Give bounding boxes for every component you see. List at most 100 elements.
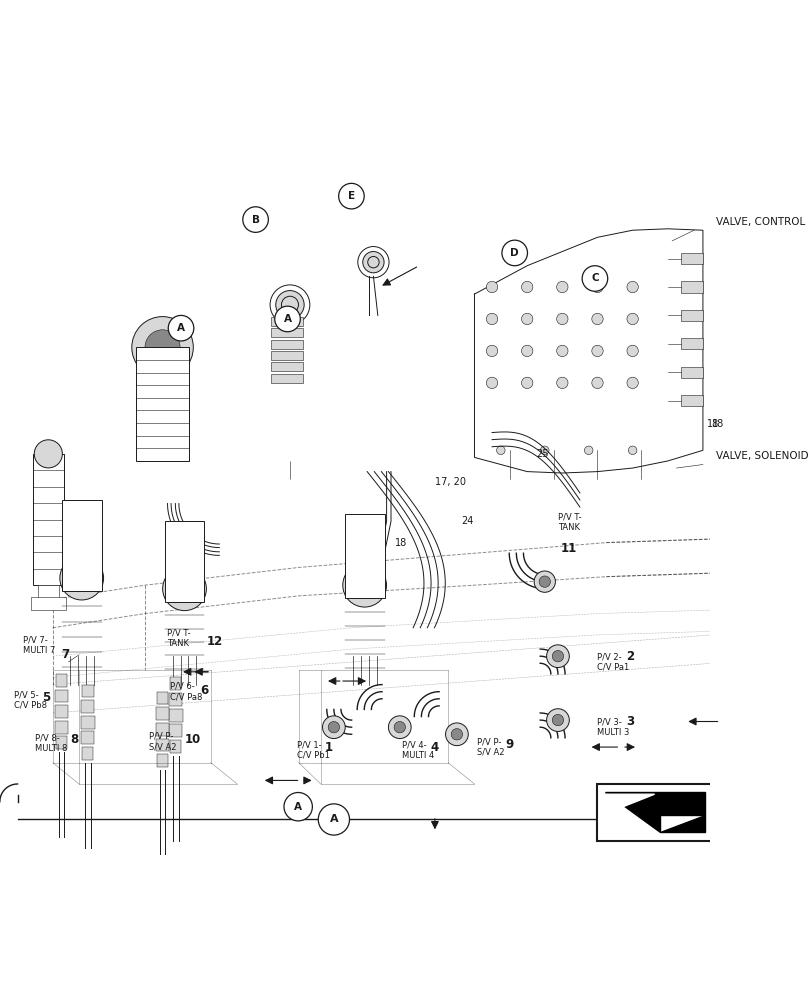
Text: P/V 4-
MULTI 4: P/V 4- MULTI 4 xyxy=(402,740,434,760)
Circle shape xyxy=(284,792,313,821)
Text: 17, 20: 17, 20 xyxy=(435,477,466,487)
Bar xyxy=(170,740,181,753)
Circle shape xyxy=(353,573,377,597)
Text: P/V 8-
MULTI 8: P/V 8- MULTI 8 xyxy=(35,733,68,753)
Bar xyxy=(137,347,189,461)
Circle shape xyxy=(539,576,550,587)
Circle shape xyxy=(552,651,564,662)
Text: P/V 1-
C/V Pb1: P/V 1- C/V Pb1 xyxy=(297,740,330,760)
Text: P/V 5-
C/V Pb8: P/V 5- C/V Pb8 xyxy=(14,691,47,710)
Circle shape xyxy=(591,281,603,293)
Circle shape xyxy=(318,804,350,835)
Circle shape xyxy=(584,446,593,455)
Bar xyxy=(597,784,712,841)
Circle shape xyxy=(521,345,532,357)
Circle shape xyxy=(627,345,638,357)
Text: 12: 12 xyxy=(207,635,223,648)
Circle shape xyxy=(270,285,309,325)
Circle shape xyxy=(627,281,638,293)
Bar xyxy=(56,736,67,749)
Bar xyxy=(82,700,95,713)
Text: 10: 10 xyxy=(184,733,200,746)
Circle shape xyxy=(627,313,638,325)
Text: A: A xyxy=(294,802,302,812)
Circle shape xyxy=(242,207,268,232)
Bar xyxy=(157,692,168,704)
Text: P/V T-
TANK: P/V T- TANK xyxy=(167,629,191,648)
Text: P/V 6-
C/V Pa8: P/V 6- C/V Pa8 xyxy=(170,682,203,701)
Circle shape xyxy=(275,306,301,332)
Text: 11: 11 xyxy=(561,542,577,555)
Bar xyxy=(55,690,68,702)
Text: P/V P-
S/V A2: P/V P- S/V A2 xyxy=(477,737,505,757)
Circle shape xyxy=(629,446,637,455)
Text: 5: 5 xyxy=(42,691,50,704)
Bar xyxy=(82,731,95,744)
Circle shape xyxy=(541,446,549,455)
Text: C: C xyxy=(591,273,599,283)
Circle shape xyxy=(502,240,528,266)
Text: P/V 2-
C/V Pa1: P/V 2- C/V Pa1 xyxy=(597,652,629,672)
Bar xyxy=(56,674,67,687)
Bar xyxy=(156,707,169,720)
Circle shape xyxy=(521,281,532,293)
Circle shape xyxy=(322,716,345,739)
Circle shape xyxy=(145,330,180,365)
Bar xyxy=(82,747,94,760)
Circle shape xyxy=(552,714,564,726)
Bar xyxy=(681,367,703,378)
Text: 1: 1 xyxy=(325,741,333,754)
Circle shape xyxy=(486,345,498,357)
Text: P/V P-
S/V A2: P/V P- S/V A2 xyxy=(149,732,177,751)
Circle shape xyxy=(343,563,386,607)
Circle shape xyxy=(557,313,568,325)
Bar xyxy=(681,281,703,293)
Circle shape xyxy=(281,296,298,313)
Text: A: A xyxy=(330,814,339,824)
Circle shape xyxy=(451,729,462,740)
Circle shape xyxy=(389,716,411,739)
Text: VALVE, CONTROL: VALVE, CONTROL xyxy=(716,217,806,227)
Bar xyxy=(55,705,69,718)
Polygon shape xyxy=(604,792,705,832)
Text: A: A xyxy=(177,323,185,333)
Circle shape xyxy=(497,446,505,455)
Circle shape xyxy=(546,645,570,668)
Text: 25: 25 xyxy=(536,449,549,459)
Bar xyxy=(68,574,95,584)
Circle shape xyxy=(546,709,570,731)
Bar xyxy=(156,739,169,751)
Circle shape xyxy=(339,183,364,209)
Circle shape xyxy=(394,722,406,733)
Text: 18: 18 xyxy=(707,419,720,429)
Bar xyxy=(81,716,95,729)
Bar xyxy=(271,340,303,349)
Text: 3: 3 xyxy=(626,715,634,728)
Bar xyxy=(345,514,385,598)
Circle shape xyxy=(132,317,193,378)
Text: 24: 24 xyxy=(461,516,473,526)
Circle shape xyxy=(276,291,304,319)
Circle shape xyxy=(486,281,498,293)
Bar xyxy=(170,677,182,690)
Circle shape xyxy=(557,281,568,293)
Circle shape xyxy=(521,377,532,389)
Circle shape xyxy=(328,722,339,733)
Text: 7: 7 xyxy=(61,648,69,661)
Text: 8: 8 xyxy=(70,733,78,746)
Circle shape xyxy=(486,313,498,325)
Bar xyxy=(271,317,303,326)
Text: 18: 18 xyxy=(395,538,408,548)
Circle shape xyxy=(582,266,608,291)
Bar xyxy=(681,338,703,349)
Bar xyxy=(32,454,64,585)
Text: P/V T-
TANK: P/V T- TANK xyxy=(558,513,582,532)
Bar xyxy=(170,585,199,595)
Polygon shape xyxy=(660,815,705,832)
Bar xyxy=(169,709,183,722)
Circle shape xyxy=(591,377,603,389)
Bar xyxy=(157,754,168,767)
Bar xyxy=(31,597,66,610)
Bar xyxy=(82,685,94,697)
Bar xyxy=(271,374,303,383)
